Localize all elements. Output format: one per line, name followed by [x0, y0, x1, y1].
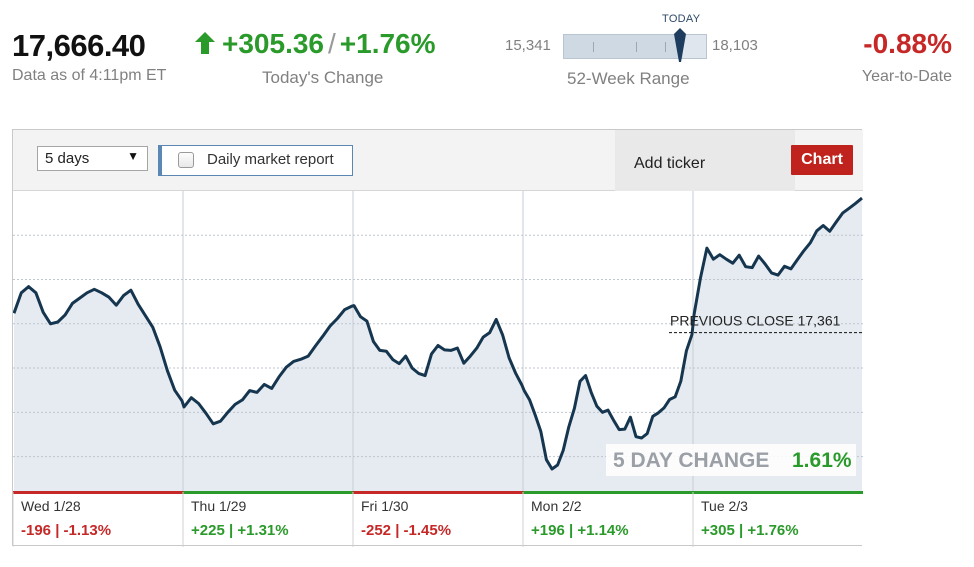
range-today-label: TODAY	[662, 13, 701, 25]
day-direction-bar	[13, 491, 183, 494]
add-ticker-field[interactable]: Add ticker	[615, 130, 795, 191]
chart-button[interactable]: Chart	[791, 145, 853, 175]
five-day-change-value: 1.61%	[792, 449, 852, 472]
up-arrow-icon	[195, 32, 215, 54]
day-label: Tue 2/3	[701, 498, 748, 514]
change-points: +305.36	[222, 28, 324, 59]
day-direction-bar	[693, 491, 863, 494]
day-direction-bar	[353, 491, 523, 494]
data-timestamp: Data as of 4:11pm ET	[12, 67, 167, 84]
todays-change: +305.36/+1.76%	[194, 28, 436, 60]
index-price: 17,666.40	[12, 28, 146, 63]
range-label: 52-Week Range	[567, 69, 690, 88]
add-ticker-label: Add ticker	[634, 155, 706, 172]
daily-report-toggle[interactable]: Daily market report	[158, 145, 353, 176]
period-value: 5 days	[45, 150, 90, 167]
price-line	[13, 196, 863, 471]
day-label: Thu 1/29	[191, 498, 247, 514]
period-select[interactable]: 5 days ▼	[37, 146, 148, 171]
day-label: Mon 2/2	[531, 498, 582, 514]
range-tick	[593, 42, 594, 52]
ytd-label: Year-to-Date	[861, 68, 952, 85]
range-tick	[665, 42, 666, 52]
today-marker-icon	[674, 28, 686, 62]
day-change: +305 | +1.76%	[701, 522, 799, 539]
day-direction-bar	[523, 491, 693, 494]
day-change: +196 | +1.14%	[531, 522, 629, 539]
dropdown-caret-icon: ▼	[127, 149, 139, 163]
day-label: Fri 1/30	[361, 498, 409, 514]
range-high: 18,103	[712, 37, 758, 54]
day-change: -252 | -1.45%	[361, 522, 452, 539]
change-percent: +1.76%	[339, 28, 436, 59]
change-separator: /	[328, 28, 336, 59]
day-change: +225 | +1.31%	[191, 522, 289, 539]
chart-panel: 5 days ▼ Daily market report Add ticker …	[12, 129, 863, 547]
previous-close-label: PREVIOUS CLOSE 17,361	[670, 313, 841, 329]
day-change: -196 | -1.13%	[21, 522, 112, 539]
range-low: 15,341	[505, 37, 551, 54]
range-tick	[636, 42, 637, 52]
chart-area-fill	[14, 198, 862, 492]
price-chart: PREVIOUS CLOSE 17,36117,60017,50017,4001…	[13, 191, 863, 547]
daily-report-label: Daily market report	[207, 151, 334, 168]
change-label: Today's Change	[262, 68, 384, 87]
day-direction-bar	[183, 491, 353, 494]
chart-toolbar: 5 days ▼ Daily market report Add ticker …	[13, 130, 863, 191]
range-fill	[564, 35, 684, 58]
ytd-value: -0.88%	[863, 28, 952, 59]
daily-report-checkbox[interactable]	[178, 152, 194, 168]
day-label: Wed 1/28	[21, 498, 81, 514]
five-day-change-label: 5 DAY CHANGE	[613, 449, 769, 472]
summary-box	[606, 444, 856, 476]
